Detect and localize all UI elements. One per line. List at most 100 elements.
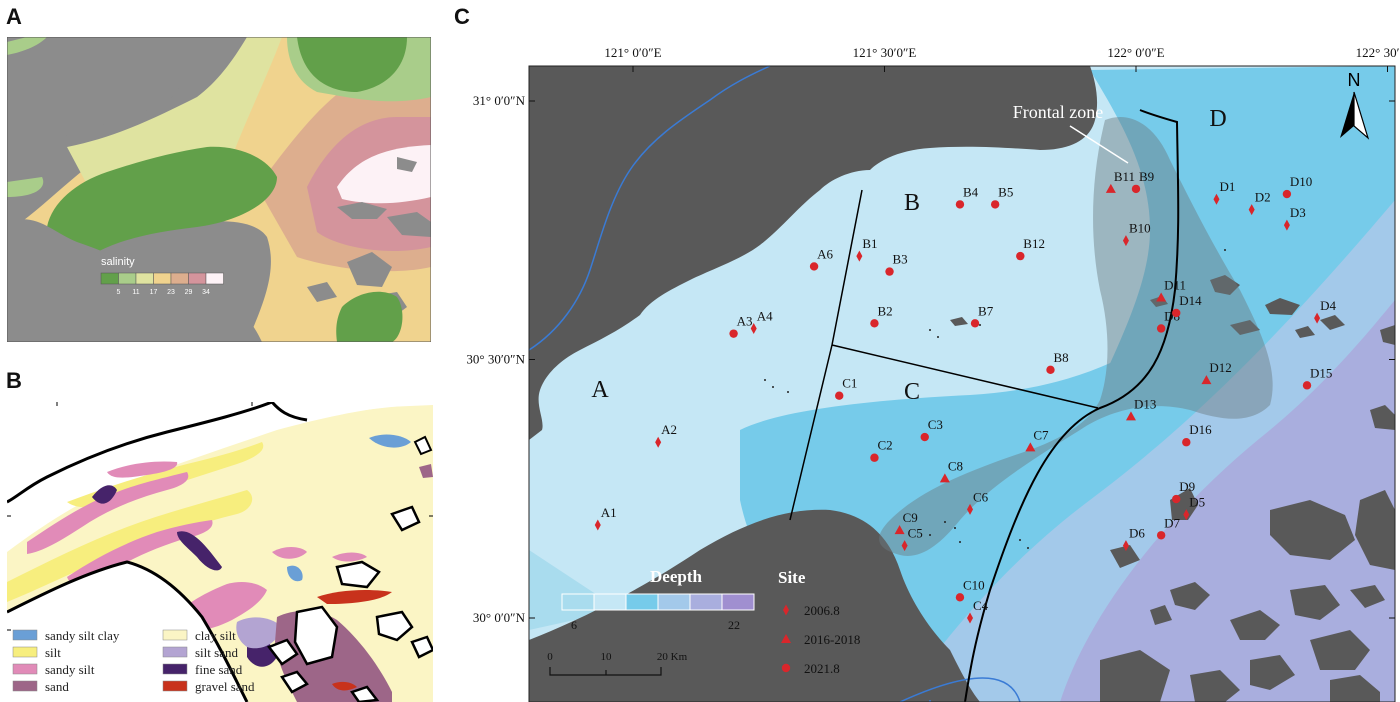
- region-label-c: C: [904, 379, 920, 405]
- depth-swatch: [689, 593, 723, 611]
- sediment-legend-label: clay silt: [195, 628, 236, 643]
- site-label-c6: C6: [973, 489, 989, 504]
- site-label-d6: D6: [1129, 526, 1145, 541]
- site-marker-d15: [1302, 381, 1312, 390]
- site-label-a6: A6: [817, 246, 833, 261]
- site-label-c3: C3: [928, 417, 943, 432]
- frontal-zone-label: Frontal zone: [1013, 102, 1103, 122]
- scale-tick-0: 0: [547, 651, 553, 663]
- site-marker-b3: [885, 267, 894, 276]
- site-legend-label: 2006.8: [804, 603, 840, 618]
- salinity-tick: 17: [150, 289, 158, 296]
- site-label-c1: C1: [842, 376, 857, 391]
- salinity-swatch: [188, 272, 207, 285]
- salinity-swatch: [100, 272, 119, 285]
- region-label-d: D: [1209, 106, 1226, 132]
- site-label-b3: B3: [893, 252, 908, 267]
- latitude-labels: 31° 0′0″N 30° 30′0″N 30° 0′0″N: [466, 93, 1395, 625]
- site-legend-marker-diamond: [783, 604, 789, 616]
- site-marker-c4: [967, 612, 974, 624]
- site-label-b1: B1: [862, 236, 877, 251]
- site-label-c8: C8: [948, 458, 963, 473]
- site-marker-a6: [809, 262, 819, 271]
- site-marker-d12: [1201, 375, 1212, 385]
- site-marker-c9: [894, 525, 905, 535]
- site-label-c7: C7: [1033, 427, 1049, 442]
- sediment-swatch: [162, 663, 188, 675]
- site-marker-d5: [1183, 509, 1190, 521]
- site-legend-items: 2006.8 2016-2018 2021.8: [781, 603, 860, 676]
- depth-min-label: 6: [571, 618, 577, 632]
- site-label-d9: D9: [1179, 479, 1195, 494]
- north-arrow-letter: N: [1348, 70, 1361, 90]
- site-marker-c10: [955, 593, 965, 602]
- sediment-swatch: [12, 646, 38, 658]
- site-label-b11: B11: [1114, 169, 1135, 184]
- site-legend-label: 2016-2018: [804, 632, 860, 647]
- site-marker-c1: [835, 391, 844, 400]
- salinity-swatch: [205, 272, 224, 285]
- depth-swatch: [625, 593, 659, 611]
- salinity-swatch: [118, 272, 137, 285]
- site-label-c4: C4: [973, 598, 989, 613]
- site-label-d3: D3: [1290, 205, 1306, 220]
- sediment-legend-label: sandy silt: [45, 662, 95, 677]
- lon-label: 122° 0′0″E: [1107, 45, 1164, 60]
- panel-label-b: B: [6, 368, 22, 393]
- site-marker-d9: [1172, 494, 1181, 504]
- site-label-d1: D1: [1219, 179, 1235, 194]
- study-area-map: 121° 0′0″E 121° 30′0″E 122° 0′0″E 122° 30′0…: [450, 30, 1400, 702]
- sediment-legend-label: gravel sand: [195, 679, 255, 694]
- site-marker-d7: [1156, 531, 1166, 540]
- salinity-tick: 29: [185, 289, 193, 296]
- site-marker-d10: [1282, 189, 1292, 199]
- site-label-d10: D10: [1290, 174, 1312, 189]
- site-label-c9: C9: [903, 510, 918, 525]
- sediment-swatch: [12, 680, 38, 692]
- sediment-legend: sandy silt clay clay silt silt silt sand san…: [12, 628, 255, 694]
- site-label-d15: D15: [1310, 365, 1332, 380]
- site-marker-d2: [1248, 204, 1255, 216]
- lat-label: 30° 30′0″N: [466, 352, 525, 367]
- salinity-swatch: [153, 272, 172, 285]
- salinity-legend-title: salinity: [101, 256, 135, 268]
- depth-max-label: 22: [728, 618, 740, 632]
- site-marker-c5: [901, 540, 908, 552]
- site-marker-c6: [967, 503, 974, 515]
- site-legend-label: 2021.8: [804, 661, 840, 676]
- site-marker-d4: [1314, 312, 1321, 324]
- site-label-d14: D14: [1179, 293, 1202, 308]
- site-marker-a4: [750, 322, 757, 334]
- site-label-b4: B4: [963, 184, 979, 199]
- site-marker-b8: [1046, 365, 1055, 375]
- site-marker-b7: [970, 319, 980, 328]
- site-label-c5: C5: [908, 526, 923, 541]
- site-marker-b2: [870, 319, 879, 328]
- lat-label: 30° 0′0″N: [473, 610, 526, 625]
- sediment-legend-label: sand: [45, 679, 69, 694]
- site-label-c10: C10: [963, 577, 985, 592]
- site-marker-d14: [1172, 308, 1181, 318]
- north-arrow: N: [1340, 70, 1370, 140]
- site-marker-d8: [1156, 324, 1166, 333]
- site-label-d7: D7: [1164, 515, 1180, 530]
- site-marker-b11: [1105, 183, 1116, 193]
- depth-legend-title: Deepth: [650, 567, 702, 586]
- sediment-map: sandy silt clay clay silt silt silt sand san…: [7, 402, 433, 702]
- sediment-swatch: [162, 629, 188, 641]
- site-legend-title: Site: [778, 568, 806, 587]
- panel-label-a: A: [6, 4, 22, 29]
- salinity-legend-ticks: 5 11 17 23 29 34: [117, 289, 210, 296]
- site-marker-b1: [856, 250, 863, 262]
- sediment-swatch: [12, 629, 38, 641]
- site-label-d12: D12: [1209, 360, 1231, 375]
- site-marker-d6: [1122, 540, 1129, 552]
- site-marker-b5: [990, 200, 1000, 209]
- sediment-swatch: [12, 663, 38, 675]
- site-label-d13: D13: [1134, 396, 1156, 411]
- site-marker-d13: [1125, 411, 1136, 421]
- site-marker-d16: [1182, 438, 1191, 447]
- site-marker-d11: [1156, 292, 1167, 302]
- site-marker-c2: [870, 453, 879, 462]
- lat-label: 31° 0′0″N: [473, 93, 526, 108]
